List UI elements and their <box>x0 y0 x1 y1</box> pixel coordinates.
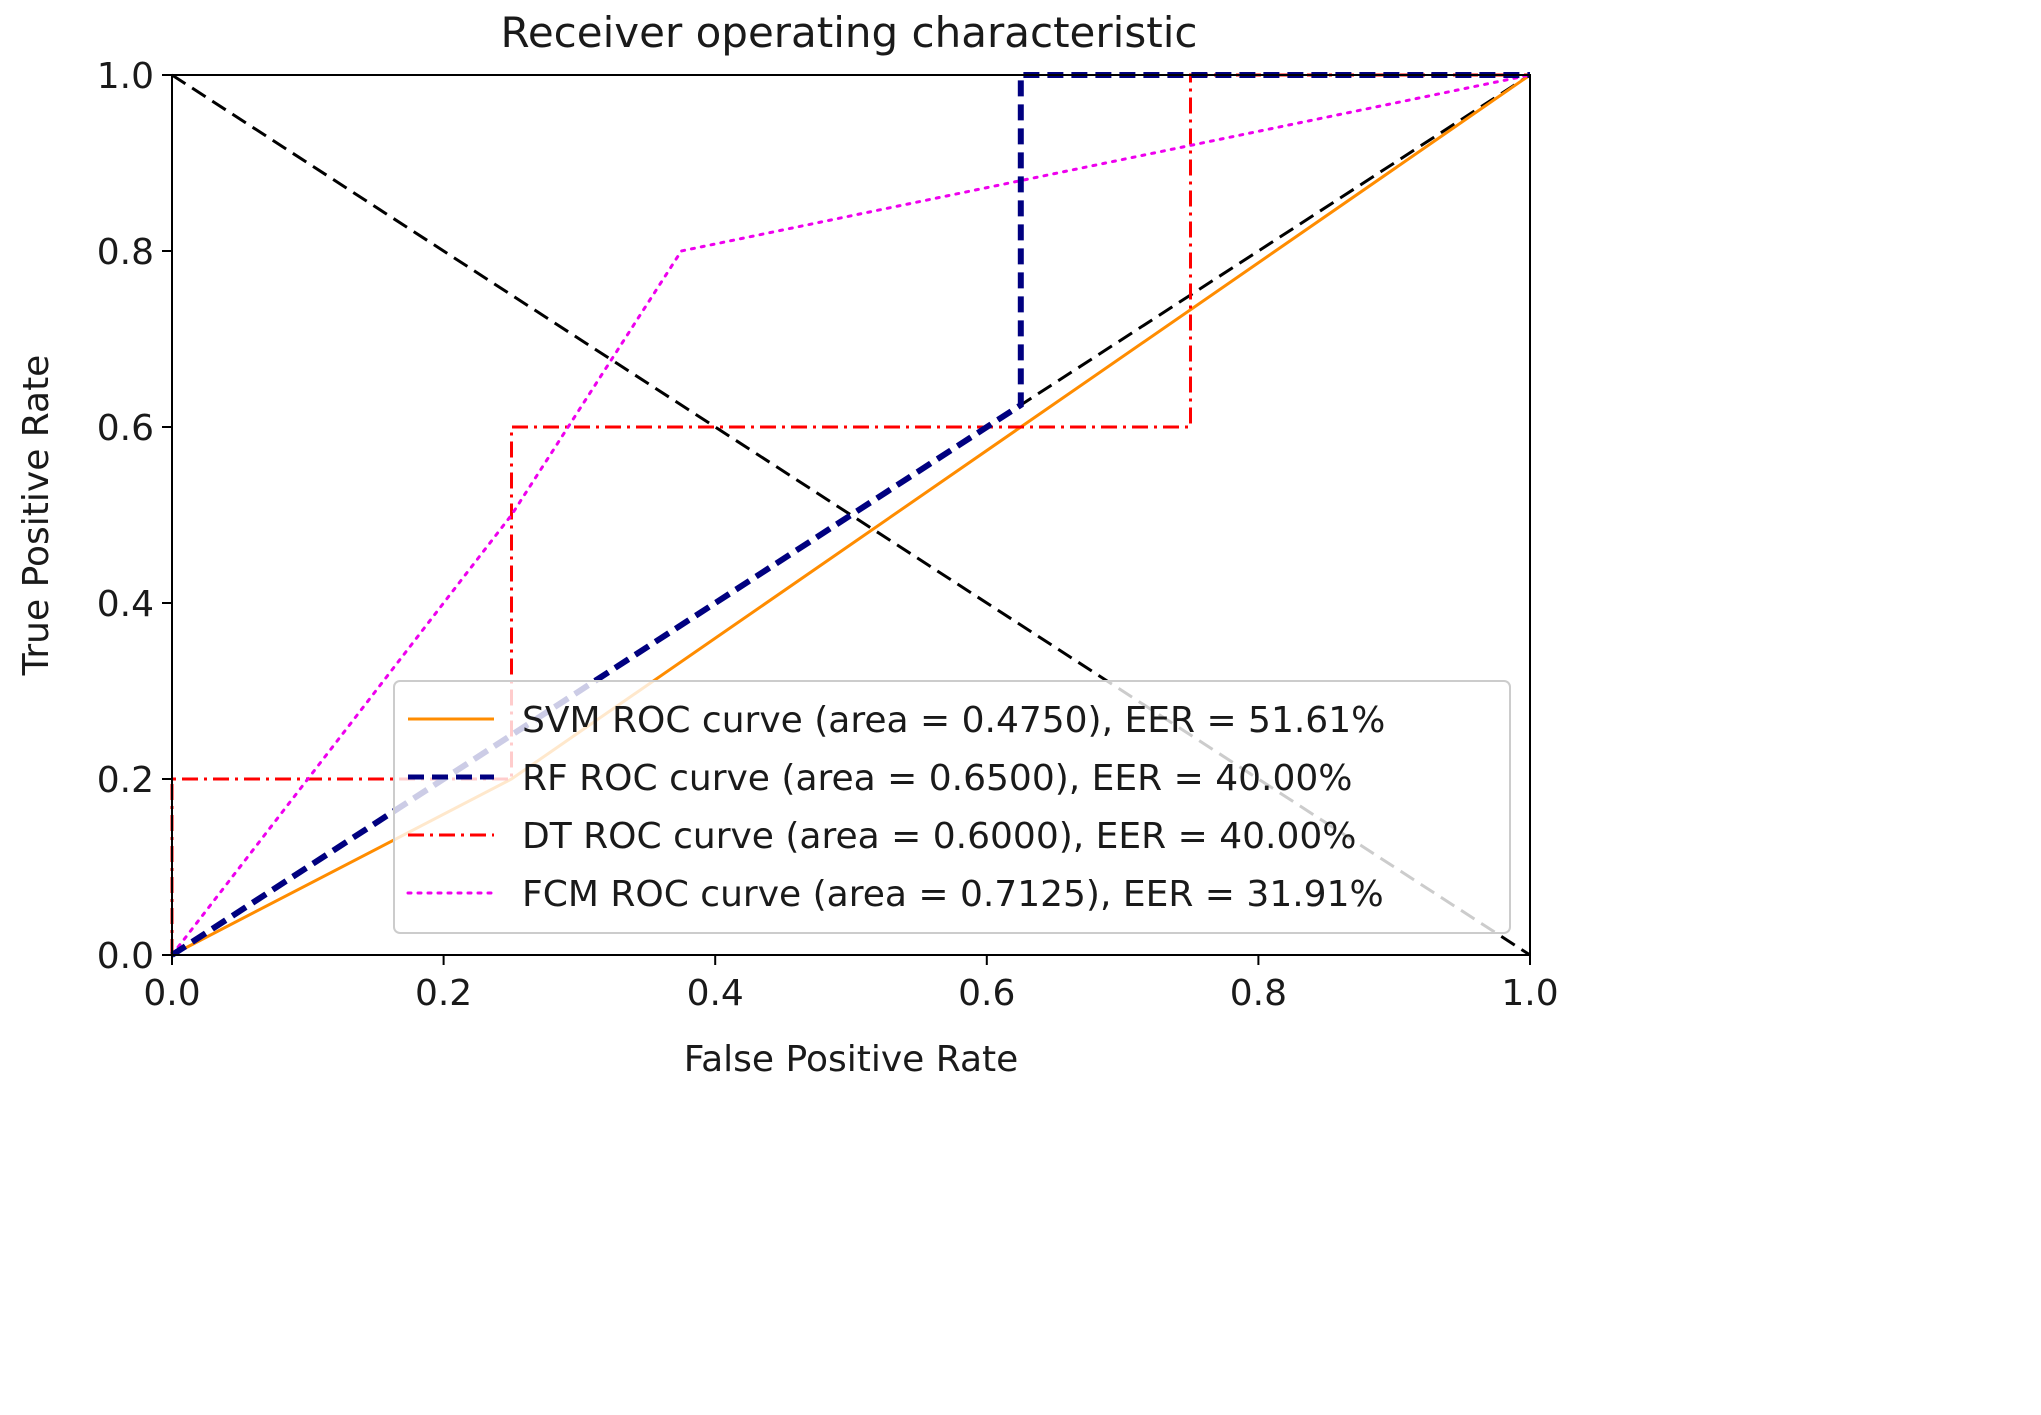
plot-frame <box>171 74 1531 956</box>
ticks-layer: 0.0 0.2 0.4 0.6 0.8 1.0 0.0 0.2 0.4 0.6 0.8 1.0 <box>97 56 1559 1014</box>
y-tick-label: 0.4 <box>97 584 154 625</box>
x-tick-label: 0.4 <box>687 973 744 1014</box>
legend-label-4: FCM ROC curve (area = 0.7125), EER = 31.… <box>522 874 1384 915</box>
roc-chart: Receiver operating characteristic SVM RO… <box>16 8 1559 1080</box>
legend-label-3: DT ROC curve (area = 0.6000), EER = 40.0… <box>522 816 1357 857</box>
y-tick-label: 0.8 <box>97 232 154 273</box>
x-tick-label: 1.0 <box>1501 973 1558 1014</box>
legend-box <box>393 680 1511 934</box>
x-tick-label: 0.0 <box>143 973 200 1014</box>
x-tick-label: 0.8 <box>1230 973 1287 1014</box>
x-tick-label: 0.2 <box>415 973 472 1014</box>
x-axis-label: False Positive Rate <box>684 1039 1019 1080</box>
y-tick-label: 1.0 <box>97 56 154 97</box>
legend-label-1: SVM ROC curve (area = 0.4750), EER = 51.… <box>522 700 1385 741</box>
y-tick-label: 0.6 <box>97 408 154 449</box>
series-line-4 <box>170 73 1532 957</box>
y-tick-label: 0.0 <box>97 936 154 977</box>
x-tick-label: 0.6 <box>958 973 1015 1014</box>
series-line-1 <box>171 73 1531 957</box>
legend-label-2: RF ROC curve (area = 0.6500), EER = 40.0… <box>522 758 1353 799</box>
y-tick-label: 0.2 <box>97 760 154 801</box>
y-axis-label: True Positive Rate <box>16 355 57 677</box>
legend: SVM ROC curve (area = 0.4750), EER = 51.… <box>393 680 1511 934</box>
chart-title: Receiver operating characteristic <box>501 8 1198 57</box>
